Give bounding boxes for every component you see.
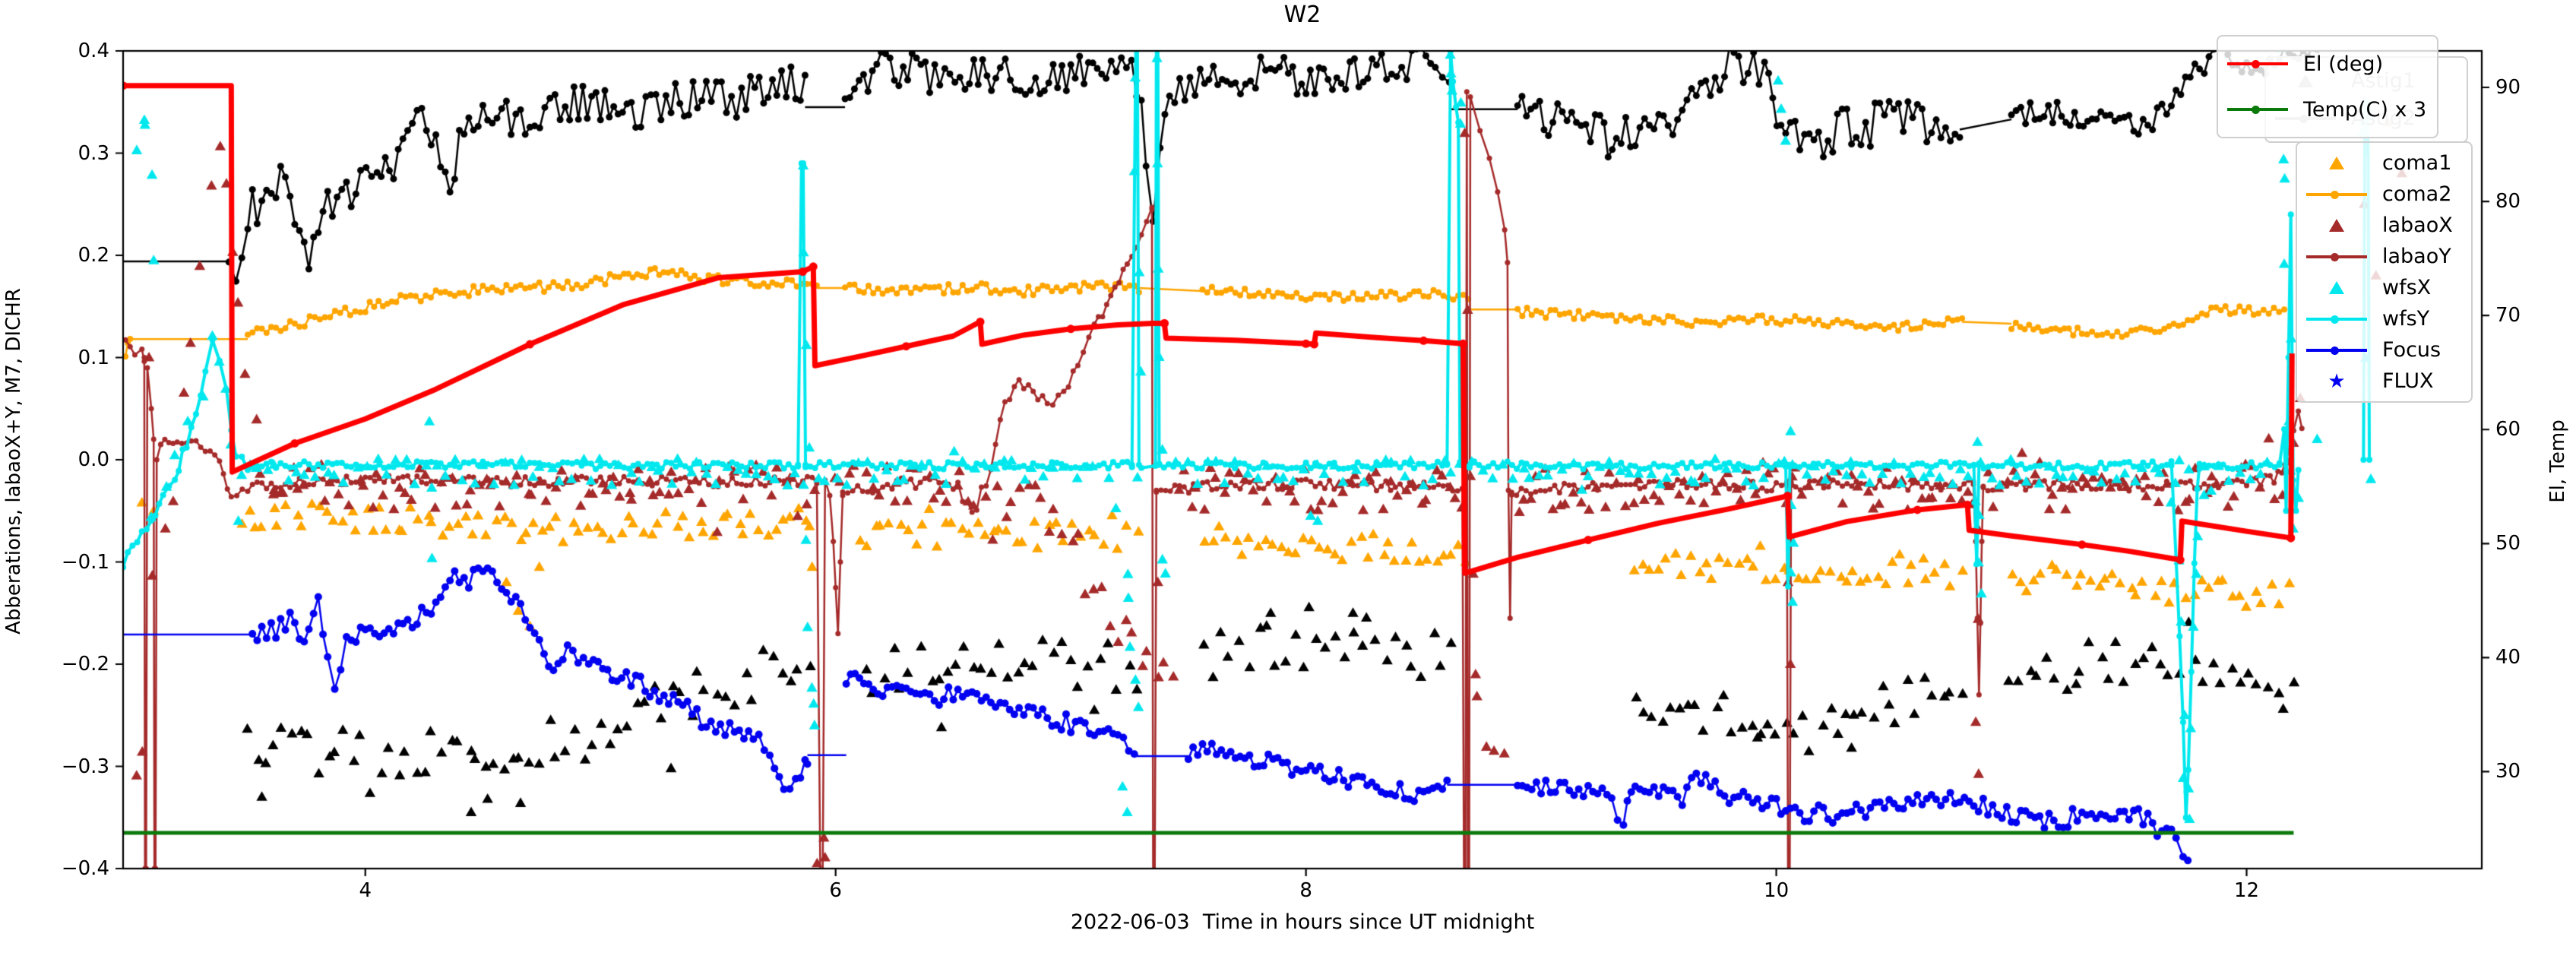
x-tick-label: 4 [359,879,372,902]
y-axis-label-left: Abberations, labaoX+Y, M7, DICHR [2,288,25,635]
line-dot-glyph [2331,252,2339,261]
y-right-tick-label: 80 [2495,190,2521,214]
y-right-tick-label: 40 [2495,646,2521,669]
legend-entry-coma1: coma1 [2305,147,2464,179]
line-glyph [2306,252,2367,261]
triangle-glyph [2329,157,2344,169]
line-dot-glyph [2252,106,2260,114]
line-marker-icon [2305,315,2369,324]
legend-entry-label: coma2 [2382,182,2452,206]
triangle-glyph [2329,281,2344,294]
legend-entry-wfsy: wfsY [2305,303,2464,334]
y-right-tick-label: 90 [2495,76,2521,100]
legend-box-el-temp: El (deg) Temp(C) x 3 [2217,35,2438,138]
legend-entry-focus: Focus [2305,334,2464,366]
legend-entry-label: El (deg) [2303,52,2384,76]
y-left-tick-label: −0.4 [61,857,109,880]
y-right-tick-label: 60 [2495,418,2521,442]
legend-entry-el-deg-: El (deg) [2226,41,2429,87]
line-glyph [2306,315,2367,324]
legend-entry-label: FLUX [2382,369,2434,393]
line-marker-icon [2226,106,2290,114]
triangle-marker-icon [2305,219,2369,232]
x-tick-label: 6 [829,879,842,902]
legend-box-main: coma1 coma2 labaoX labaoY wfsX wfsY Focus ★ FLUX [2296,141,2473,403]
legend-entry-label: labaoY [2382,245,2451,268]
line-dot-glyph [2331,346,2339,355]
legend-entry-flux: ★ FLUX [2305,366,2464,397]
star-glyph: ★ [2328,369,2346,393]
x-tick-label: 12 [2233,879,2260,902]
line-marker-icon [2226,60,2290,68]
legend-entry-label: Focus [2382,338,2442,362]
line-dot-glyph [2331,190,2339,199]
line-glyph [2227,106,2288,114]
y-right-tick-label: 50 [2495,532,2521,555]
triangle-marker-icon [2305,281,2369,294]
legend-entry-label: wfsY [2382,307,2430,331]
star-marker-icon: ★ [2305,372,2369,391]
legend-entry-wfsx: wfsX [2305,272,2464,303]
line-marker-icon [2305,346,2369,355]
line-glyph [2306,346,2367,355]
line-glyph [2306,190,2367,199]
y-left-tick-label: −0.1 [61,550,109,574]
x-tick-label: 10 [1764,879,1790,902]
y-left-tick-label: 0.2 [78,244,109,267]
triangle-glyph [2329,219,2344,232]
y-left-tick-label: −0.3 [61,755,109,778]
x-axis-label: 2022-06-03 Time in hours since UT midnig… [1070,910,1535,934]
triangle-marker-icon [2305,157,2369,169]
legend-entry-label: wfsX [2382,276,2432,299]
line-dot-glyph [2252,60,2260,68]
line-dot-glyph [2331,315,2339,324]
line-marker-icon [2305,252,2369,261]
line-marker-icon [2305,190,2369,199]
legend-entry-labaox: labaoX [2305,210,2464,241]
legend-entry-label: Temp(C) x 3 [2303,97,2427,122]
y-right-tick-label: 30 [2495,760,2521,783]
y-axis-label-right: El, Temp [2546,419,2569,503]
y-left-tick-label: 0.4 [78,40,109,62]
y-right-tick-label: 70 [2495,304,2521,328]
y-left-tick-label: 0.1 [78,346,109,369]
y-left-tick-label: 0.0 [78,448,109,471]
legend-entry-label: labaoX [2382,214,2453,237]
legend-entry-labaoy: labaoY [2305,241,2464,272]
legend-entry-coma2: coma2 [2305,179,2464,210]
y-left-tick-label: −0.2 [61,653,109,676]
line-glyph [2227,60,2288,68]
legend-entry-label: coma1 [2382,151,2452,175]
chart-title: W2 [1283,2,1321,28]
x-tick-label: 8 [1299,879,1312,902]
y-left-tick-label: 0.3 [78,141,109,165]
legend-entry-temp-c-x-3: Temp(C) x 3 [2226,87,2429,132]
